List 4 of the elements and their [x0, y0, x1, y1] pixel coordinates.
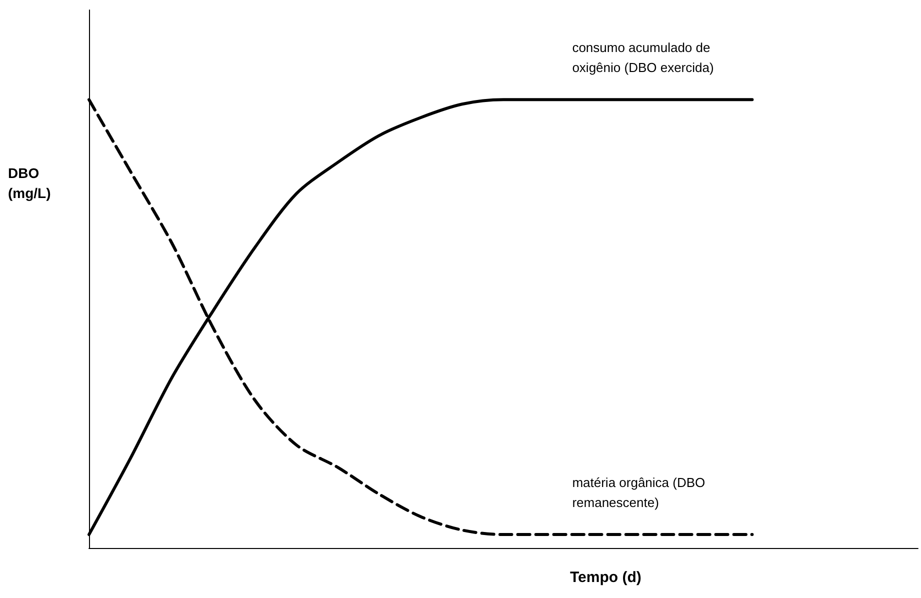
x-axis-title: Tempo (d)	[570, 569, 642, 586]
series-label: matéria orgânica (DBO remanescente)	[572, 475, 709, 510]
y-axis-title: DBO (mg/L)	[8, 165, 51, 201]
series-label: consumo acumulado de oxigênio (DBO exercida)	[572, 40, 714, 76]
